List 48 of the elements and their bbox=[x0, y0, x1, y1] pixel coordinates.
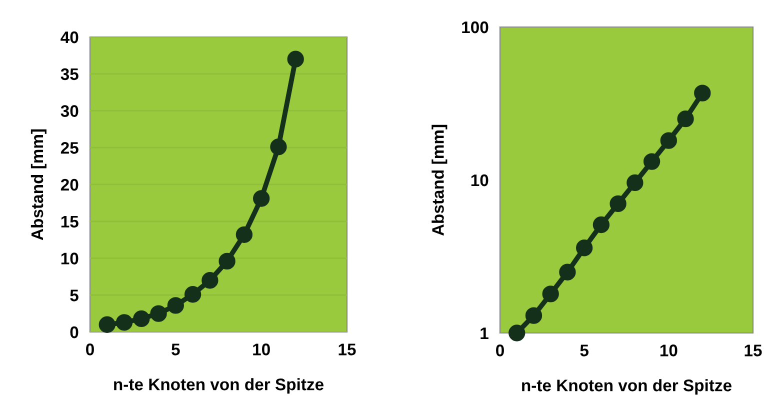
point bbox=[525, 307, 542, 324]
point bbox=[626, 174, 644, 192]
point bbox=[150, 305, 167, 322]
point bbox=[253, 190, 270, 207]
y-tick-label: 5 bbox=[70, 290, 78, 302]
point bbox=[643, 153, 660, 170]
point bbox=[610, 195, 626, 212]
point bbox=[218, 252, 236, 270]
x-axis-title: n-te Knoten von der Spitze bbox=[522, 379, 732, 395]
point bbox=[167, 297, 184, 314]
point bbox=[236, 226, 253, 243]
point bbox=[660, 132, 677, 149]
point bbox=[116, 314, 133, 331]
y-tick-label: 10 bbox=[61, 252, 78, 264]
y-tick-label: 10 bbox=[471, 174, 488, 186]
x-tick-label: 5 bbox=[580, 344, 589, 356]
point bbox=[677, 110, 694, 128]
y-tick-label: 35 bbox=[60, 68, 78, 80]
x-tick-label: 15 bbox=[338, 344, 356, 356]
point bbox=[133, 310, 150, 328]
x-tick-label: 10 bbox=[253, 344, 270, 356]
point bbox=[270, 138, 287, 156]
x-tick-label: 15 bbox=[744, 344, 762, 356]
y-tick-label: 20 bbox=[60, 178, 78, 191]
point bbox=[559, 264, 576, 280]
x-axis-title: n-te Knoten von der Spitze bbox=[114, 378, 324, 394]
point bbox=[542, 286, 559, 302]
y-tick-label: 1 bbox=[480, 328, 488, 340]
y-tick-label: 15 bbox=[61, 216, 78, 228]
point bbox=[592, 216, 610, 234]
y-tick-label: 40 bbox=[60, 31, 78, 44]
point bbox=[694, 84, 711, 102]
x-tick-label: 0 bbox=[86, 344, 94, 356]
x-tick-label: 5 bbox=[172, 344, 180, 356]
y-axis-title: Abstand [mm] bbox=[30, 129, 46, 240]
x-tick-label: 10 bbox=[660, 344, 678, 356]
point bbox=[184, 286, 202, 303]
y-tick-label: 25 bbox=[60, 142, 78, 154]
point bbox=[287, 50, 304, 68]
point bbox=[202, 272, 218, 289]
point bbox=[98, 316, 116, 333]
point bbox=[576, 240, 593, 256]
x-tick-label: 0 bbox=[496, 344, 504, 356]
point bbox=[508, 324, 526, 342]
y-tick-label: 0 bbox=[70, 326, 78, 338]
y-axis-title: Abstand [mm] bbox=[432, 124, 448, 236]
y-tick-label: 100 bbox=[462, 21, 488, 34]
y-tick-label: 30 bbox=[60, 105, 78, 117]
